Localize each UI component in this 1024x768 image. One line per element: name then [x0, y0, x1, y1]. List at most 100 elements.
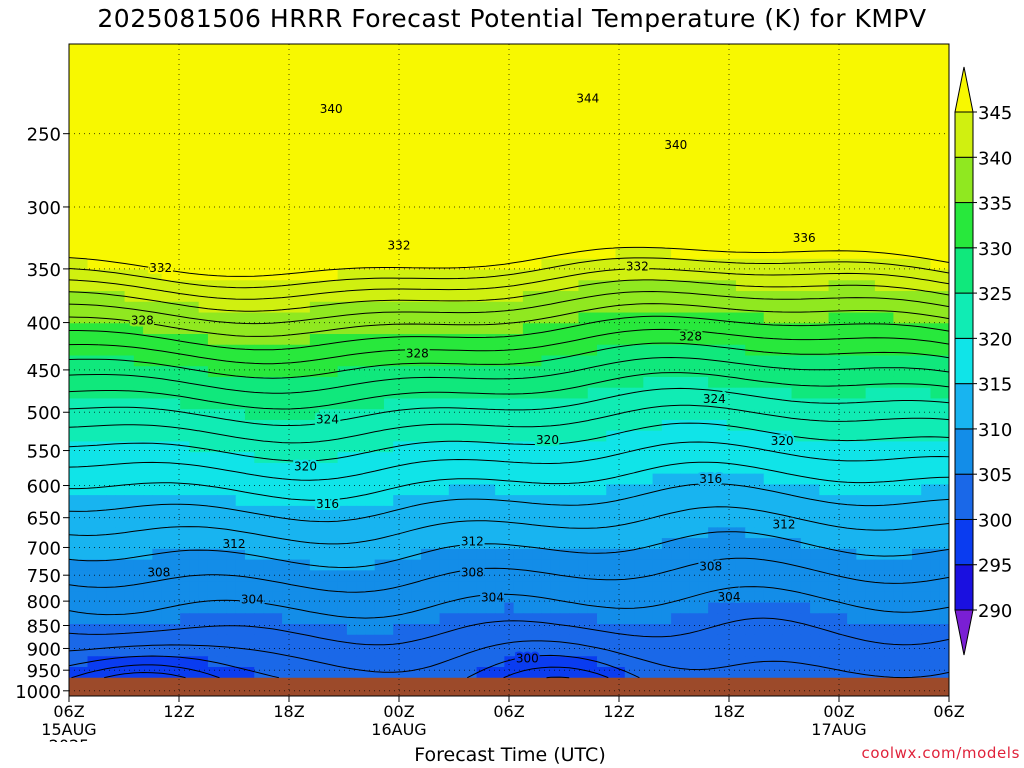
- field-cell: [356, 376, 367, 389]
- field-cell: [884, 495, 895, 507]
- field-cell: [346, 334, 357, 346]
- field-cell: [411, 441, 422, 453]
- field-cell: [439, 398, 450, 410]
- field-cell: [689, 119, 700, 131]
- field-cell: [152, 194, 163, 206]
- field-cell: [773, 559, 783, 571]
- field-cell: [374, 323, 385, 335]
- field-cell: [485, 162, 496, 174]
- field-cell: [828, 419, 839, 432]
- field-cell: [263, 258, 274, 271]
- field-cell: [467, 312, 478, 324]
- field-cell: [902, 441, 913, 453]
- field-cell: [810, 129, 820, 142]
- field-cell: [893, 323, 904, 335]
- field-cell: [337, 591, 348, 604]
- field-cell: [541, 366, 552, 378]
- field-cell: [726, 44, 737, 56]
- field-cell: [467, 151, 478, 163]
- field-cell: [828, 140, 839, 153]
- field-cell: [828, 527, 839, 539]
- field-cell: [661, 570, 672, 582]
- field-cell: [152, 570, 163, 582]
- field-cell: [615, 398, 626, 410]
- field-cell: [365, 151, 376, 163]
- field-cell: [587, 355, 598, 367]
- field-cell: [383, 591, 394, 604]
- field-cell: [763, 591, 774, 604]
- field-cell: [207, 172, 218, 185]
- field-cell: [319, 484, 329, 496]
- field-cell: [921, 355, 932, 367]
- field-cell: [828, 581, 839, 593]
- field-cell: [189, 205, 200, 217]
- field-cell: [522, 183, 533, 195]
- field-cell: [532, 419, 543, 432]
- field-cell: [634, 376, 644, 389]
- field-cell: [671, 119, 681, 131]
- field-cell: [911, 591, 922, 604]
- field-cell: [717, 312, 728, 324]
- field-cell: [180, 559, 191, 571]
- field-cell: [115, 172, 126, 185]
- field-cell: [661, 516, 672, 528]
- field-cell: [143, 516, 153, 528]
- field-cell: [402, 462, 413, 475]
- field-cell: [504, 129, 515, 142]
- field-cell: [773, 570, 783, 582]
- field-cell: [170, 226, 181, 238]
- field-cell: [930, 151, 941, 163]
- field-cell: [782, 312, 793, 324]
- field-cell: [402, 194, 413, 206]
- field-cell: [643, 495, 654, 507]
- field-cell: [374, 334, 385, 346]
- field-cell: [559, 559, 570, 571]
- field-cell: [263, 162, 274, 174]
- field-cell: [671, 376, 681, 389]
- field-cell: [921, 441, 932, 453]
- field-cell: [847, 409, 857, 421]
- field-cell: [346, 516, 357, 528]
- field-cell: [884, 226, 895, 238]
- field-cell: [578, 44, 589, 56]
- field-cell: [189, 151, 200, 163]
- field-cell: [763, 495, 774, 507]
- field-cell: [578, 398, 589, 410]
- field-cell: [652, 54, 663, 67]
- field-cell: [856, 183, 867, 195]
- field-cell: [337, 280, 348, 292]
- field-cell: [115, 97, 126, 110]
- field-cell: [124, 183, 135, 195]
- field-cell: [495, 430, 505, 443]
- field-cell: [939, 505, 949, 518]
- field-cell: [458, 484, 468, 496]
- field-cell: [865, 516, 876, 528]
- field-cell: [745, 591, 756, 604]
- field-cell: [865, 162, 876, 174]
- field-cell: [597, 54, 607, 67]
- field-cell: [476, 205, 487, 217]
- field-cell: [374, 591, 385, 604]
- field-cell: [856, 301, 867, 314]
- field-cell: [309, 591, 320, 604]
- field-cell: [597, 76, 607, 88]
- field-cell: [847, 387, 857, 400]
- field-cell: [865, 387, 876, 400]
- field-cell: [606, 280, 617, 292]
- field-cell: [541, 398, 552, 410]
- field-cell: [874, 312, 885, 324]
- field-cell: [735, 344, 746, 357]
- field-cell: [69, 65, 79, 77]
- field-cell: [226, 140, 237, 153]
- field-cell: [782, 86, 793, 99]
- field-cell: [272, 54, 283, 67]
- field-cell: [448, 97, 459, 110]
- field-cell: [782, 129, 793, 142]
- field-cell: [365, 527, 376, 539]
- field-cell: [485, 291, 496, 303]
- field-cell: [393, 76, 404, 88]
- field-cell: [374, 441, 385, 453]
- field-cell: [522, 409, 533, 421]
- field-cell: [495, 527, 505, 539]
- field-cell: [911, 527, 922, 539]
